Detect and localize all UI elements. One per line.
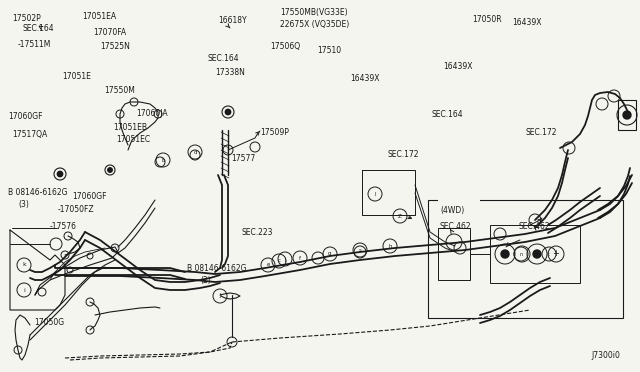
Text: 17060GF: 17060GF	[8, 112, 42, 121]
Bar	[438, 228, 470, 280]
Text: I: I	[374, 192, 376, 196]
Text: SEC.462: SEC.462	[519, 222, 550, 231]
Text: -17050FZ: -17050FZ	[58, 205, 95, 214]
Text: 17060JA: 17060JA	[136, 109, 168, 118]
Text: 17550M: 17550M	[104, 86, 135, 95]
Text: f: f	[299, 256, 301, 260]
Text: +: +	[552, 250, 559, 259]
Circle shape	[225, 109, 230, 115]
Text: SEC.164: SEC.164	[432, 110, 463, 119]
Text: e: e	[266, 263, 269, 267]
Text: SEC.164: SEC.164	[22, 24, 54, 33]
Text: 17577: 17577	[231, 154, 255, 163]
Text: Z: Z	[398, 214, 402, 218]
Text: 17509P: 17509P	[260, 128, 289, 137]
Text: 17550MB(VG33E): 17550MB(VG33E)	[280, 8, 348, 17]
Text: 17051E: 17051E	[62, 72, 91, 81]
Text: SEC.172: SEC.172	[388, 150, 419, 159]
Text: s: s	[358, 247, 362, 253]
Text: 17051EA: 17051EA	[82, 12, 116, 21]
Text: 17525N: 17525N	[100, 42, 130, 51]
Text: 17051EB: 17051EB	[113, 123, 147, 132]
Text: 17060GF: 17060GF	[72, 192, 106, 201]
Text: +: +	[534, 250, 540, 259]
Text: n: n	[520, 251, 523, 257]
Text: 17338N: 17338N	[215, 68, 245, 77]
Text: i: i	[23, 288, 25, 292]
Text: 16439X: 16439X	[512, 18, 541, 27]
Text: SEC.462: SEC.462	[440, 222, 472, 231]
Text: 17050G: 17050G	[34, 318, 64, 327]
Text: -17511M: -17511M	[18, 40, 51, 49]
Text: k: k	[22, 263, 26, 267]
Text: -17576: -17576	[50, 222, 77, 231]
Text: b: b	[161, 157, 164, 163]
Text: 17050R: 17050R	[472, 15, 502, 24]
Text: 17510: 17510	[317, 46, 341, 55]
Text: g: g	[328, 251, 332, 257]
Text: t: t	[548, 251, 550, 257]
Circle shape	[501, 250, 509, 258]
Text: 17070FA: 17070FA	[93, 28, 126, 37]
Bar	[428, 200, 623, 318]
Text: d: d	[193, 150, 196, 154]
Text: 22675X (VQ35DE): 22675X (VQ35DE)	[280, 20, 349, 29]
Text: (3): (3)	[18, 200, 29, 209]
Text: (2): (2)	[200, 276, 211, 285]
Text: 16618Y: 16618Y	[218, 16, 246, 25]
Text: h: h	[388, 244, 392, 248]
Text: 17502P: 17502P	[12, 14, 41, 23]
Text: (4WD): (4WD)	[440, 206, 464, 215]
Circle shape	[533, 250, 541, 258]
Text: J7300i0: J7300i0	[591, 351, 620, 360]
Text: 17517QA: 17517QA	[12, 130, 47, 139]
Circle shape	[108, 168, 112, 172]
Text: 16439X: 16439X	[443, 62, 472, 71]
Circle shape	[58, 171, 63, 177]
Text: SEC.223: SEC.223	[242, 228, 273, 237]
Text: 17506Q: 17506Q	[270, 42, 300, 51]
Text: 17051EC: 17051EC	[116, 135, 150, 144]
Bar	[438, 196, 480, 206]
Text: B 08146-6162G: B 08146-6162G	[187, 264, 246, 273]
Text: SEC.164: SEC.164	[207, 54, 239, 63]
Text: SEC.172: SEC.172	[526, 128, 557, 137]
Text: 16439X: 16439X	[350, 74, 380, 83]
Text: j: j	[284, 257, 285, 262]
Text: B 08146-6162G: B 08146-6162G	[8, 188, 67, 197]
Text: c: c	[278, 259, 280, 263]
Circle shape	[623, 111, 631, 119]
Text: J: J	[219, 294, 221, 298]
Bar	[618, 100, 636, 130]
Bar	[490, 225, 580, 283]
